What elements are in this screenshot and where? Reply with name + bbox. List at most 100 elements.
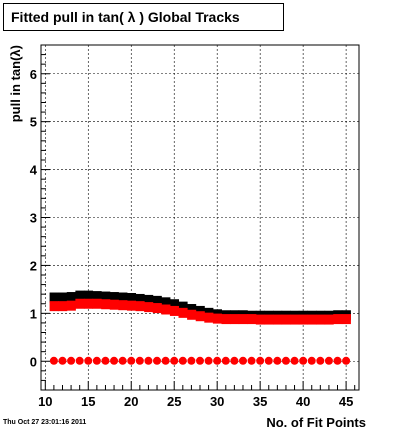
data-point-series-3 [213, 356, 222, 365]
data-point-series-1 [83, 290, 94, 301]
data-point-series-2 [152, 303, 162, 314]
data-point-series-2 [169, 305, 180, 316]
y-tick-label: 2 [30, 258, 37, 273]
data-point-series-2 [101, 299, 111, 310]
data-point-series-2 [316, 314, 326, 325]
data-point-series-3 [58, 356, 67, 365]
data-point-series-3 [144, 356, 153, 365]
y-tick-label: 0 [30, 354, 37, 369]
data-point-series-1 [92, 291, 102, 302]
data-point-series-2 [281, 314, 291, 325]
x-tick-label: 15 [81, 394, 95, 409]
timestamp: Thu Oct 27 23:01:16 2011 [3, 419, 87, 426]
x-tick-label: 40 [296, 394, 310, 409]
data-point-series-1 [75, 290, 85, 301]
data-point-series-2 [178, 307, 188, 318]
data-point-series-1 [135, 293, 145, 304]
data-point-series-3 [67, 356, 76, 365]
y-axis-title: pull in tan(λ) [8, 45, 23, 122]
y-tick-label: 1 [30, 306, 37, 321]
data-point-series-3 [273, 356, 282, 365]
data-point-series-3 [170, 356, 179, 365]
data-point-series-2 [255, 314, 265, 325]
data-point-series-3 [101, 356, 110, 365]
data-point-series-2 [290, 314, 300, 325]
x-tick-label: 25 [167, 394, 181, 409]
data-point-series-2 [75, 298, 85, 309]
data-point-series-1 [126, 293, 137, 303]
data-point-series-3 [161, 356, 170, 365]
data-point-series-1 [101, 291, 111, 302]
chart-title: Fitted pull in tan( λ ) Global Tracks [3, 3, 284, 31]
data-point-series-1 [161, 297, 171, 308]
y-tick-label: 6 [30, 67, 37, 82]
data-point-series-2 [324, 314, 334, 325]
data-point-series-3 [299, 356, 308, 365]
data-point-series-1 [118, 292, 128, 303]
data-point-series-3 [247, 356, 256, 365]
y-tick-label: 3 [30, 211, 37, 226]
data-point-series-2 [341, 314, 351, 325]
data-point-series-2 [109, 299, 119, 310]
data-point-series-3 [238, 356, 247, 365]
y-tick-label: 4 [30, 163, 38, 178]
x-tick-label: 35 [253, 394, 267, 409]
data-point-series-3 [316, 356, 325, 365]
data-point-series-2 [161, 304, 171, 315]
data-point-series-3 [264, 356, 273, 365]
data-point-series-1 [187, 304, 197, 315]
data-point-series-3 [187, 356, 196, 365]
data-point-series-2 [118, 300, 128, 311]
data-point-series-3 [75, 356, 84, 365]
data-point-series-3 [221, 356, 230, 365]
data-point-series-3 [342, 356, 351, 365]
data-point-series-2 [273, 314, 283, 325]
data-point-series-1 [178, 301, 188, 312]
data-point-series-3 [49, 356, 58, 365]
data-point-series-3 [333, 356, 342, 365]
data-point-series-2 [212, 313, 222, 324]
data-point-series-2 [333, 314, 343, 325]
data-point-series-2 [66, 300, 76, 311]
data-point-series-3 [92, 356, 101, 365]
data-point-series-2 [247, 314, 257, 325]
data-point-series-1 [58, 292, 68, 303]
data-point-series-2 [298, 314, 308, 325]
data-point-series-2 [144, 302, 154, 313]
plot-frame [40, 44, 360, 391]
data-point-series-2 [230, 314, 240, 325]
data-point-series-2 [49, 301, 59, 312]
data-point-series-3 [256, 356, 265, 365]
data-point-series-2 [195, 311, 205, 322]
data-point-series-3 [127, 356, 136, 365]
data-point-series-2 [92, 298, 102, 309]
data-point-series-1 [49, 292, 59, 303]
data-point-series-2 [204, 312, 214, 323]
data-point-series-1 [109, 292, 119, 303]
data-point-series-2 [83, 298, 94, 309]
data-point-series-1 [152, 295, 162, 306]
data-point-series-2 [135, 301, 145, 312]
data-point-series-3 [135, 356, 144, 365]
data-marks [49, 290, 351, 365]
data-point-series-2 [307, 314, 317, 325]
x-tick-label: 10 [38, 394, 52, 409]
data-point-series-3 [153, 356, 162, 365]
data-point-series-2 [221, 314, 231, 325]
data-point-series-1 [169, 299, 180, 310]
data-point-series-3 [230, 356, 239, 365]
x-tick-label: 45 [339, 394, 353, 409]
data-point-series-2 [264, 314, 274, 325]
data-point-series-3 [110, 356, 119, 365]
data-point-series-3 [204, 356, 213, 365]
data-point-series-2 [126, 300, 137, 311]
data-point-series-3 [178, 356, 187, 365]
data-point-series-3 [118, 356, 127, 365]
data-point-series-3 [307, 356, 316, 365]
x-tick-label: 30 [210, 394, 224, 409]
data-point-series-2 [187, 309, 197, 320]
data-point-series-1 [195, 305, 205, 316]
data-point-series-2 [238, 314, 248, 325]
